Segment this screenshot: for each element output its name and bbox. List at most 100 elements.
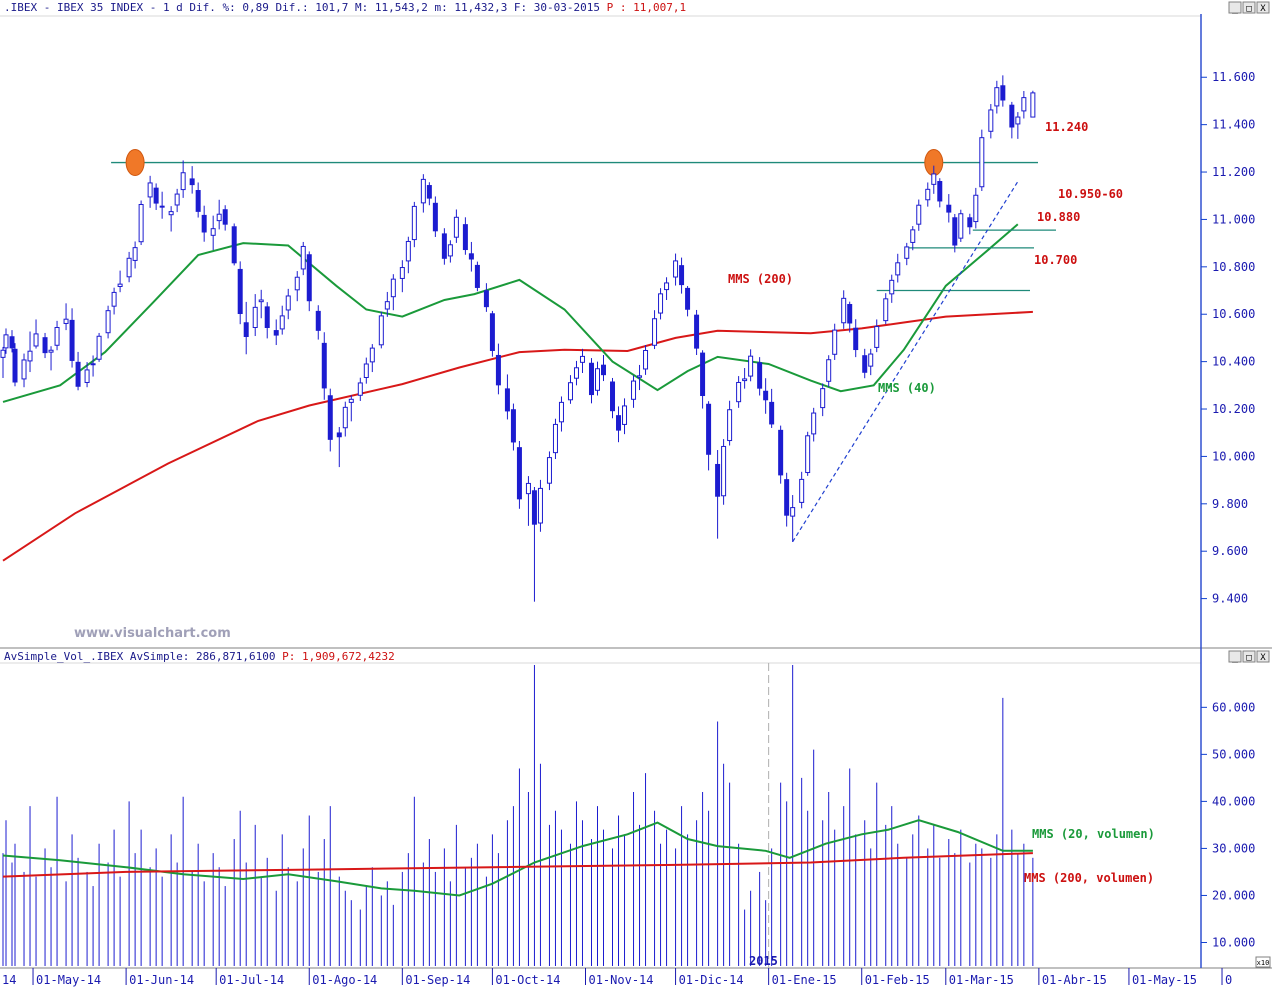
candle-body [243, 322, 249, 338]
candle-body [685, 287, 691, 310]
price-candle [174, 188, 180, 213]
price-axis-label: 10.800 [1212, 260, 1255, 274]
close-button[interactable]: X [1256, 1, 1270, 14]
candle-body [736, 381, 742, 403]
price-candle [252, 294, 258, 337]
candle-body [721, 445, 727, 497]
candle-body [658, 293, 664, 314]
close-button-volume[interactable]: X [1256, 650, 1270, 663]
candle-body [159, 205, 165, 208]
candle-body [252, 306, 258, 328]
price-window-controls: _ □ X [1228, 1, 1270, 14]
candle-body [48, 349, 54, 353]
candle-body [9, 336, 15, 349]
candle-body [706, 403, 712, 455]
candle-body [973, 194, 979, 223]
price-candle [504, 374, 510, 420]
label-mms20-volume: MMS (20, volumen) [1032, 827, 1155, 841]
minimize-button-volume[interactable]: _ [1228, 650, 1242, 663]
price-candle [958, 209, 964, 242]
date-axis: 14 01-May-14 01-Jun-14 01-Jul-14 01-Ago-14 01… [2, 663, 1232, 987]
candle-body [567, 382, 573, 401]
date-axis-label: 01-Abr-15 [1042, 973, 1107, 987]
price-candle [967, 213, 973, 235]
price-candle [552, 418, 558, 460]
candle-body [111, 291, 117, 307]
candle-body [315, 310, 321, 331]
price-candle [117, 270, 123, 293]
volume-window-controls: _ □ X [1228, 650, 1270, 663]
price-candle [195, 182, 201, 218]
scale-badge: x10 [1257, 959, 1270, 967]
price-candle [342, 401, 348, 437]
minimize-button[interactable]: _ [1228, 1, 1242, 14]
maximize-button-volume[interactable]: □ [1242, 650, 1256, 663]
candle-body [201, 214, 207, 233]
candle-body [715, 463, 721, 497]
candle-body [174, 193, 180, 206]
candle-body [694, 314, 700, 349]
candle-body [153, 187, 159, 204]
date-axis-label: 0 [1225, 973, 1232, 987]
candle-body [117, 283, 123, 287]
date-axis-label: 01-Mar-15 [949, 973, 1014, 987]
candle-body [748, 355, 754, 377]
candle-body [594, 368, 600, 391]
candle-body [441, 233, 447, 259]
price-candle [925, 182, 931, 207]
candle-body [273, 330, 279, 336]
price-candle [105, 305, 111, 339]
candle-body [12, 348, 18, 383]
candle-body [622, 405, 628, 425]
candle-body [474, 264, 480, 288]
close-icon: X [1260, 653, 1266, 663]
candle-body [348, 398, 354, 403]
price-axis-label: 9.400 [1212, 592, 1248, 606]
candle-body [988, 109, 994, 132]
candle-body [805, 435, 811, 474]
price-candle [483, 283, 489, 312]
price-candle [588, 358, 594, 404]
price-candle [853, 319, 859, 358]
candle-body [54, 326, 60, 346]
maximize-button[interactable]: □ [1242, 1, 1256, 14]
price-candle [210, 215, 216, 251]
candle-body [306, 254, 312, 302]
price-candle [622, 398, 628, 435]
price-candle [721, 439, 727, 505]
price-candle [664, 277, 670, 301]
date-axis-label: 01-Nov-14 [588, 973, 653, 987]
candle-body [862, 355, 868, 373]
candle-body [210, 228, 216, 236]
price-candle [159, 191, 165, 219]
candle-body [216, 213, 222, 222]
price-candle [643, 345, 649, 375]
candle-body [258, 299, 264, 303]
price-candle [132, 241, 138, 269]
candle-body [679, 265, 685, 286]
label-mms200-volume: MMS (200, volumen) [1024, 871, 1154, 885]
candle-body [868, 353, 874, 367]
price-candle [369, 344, 375, 373]
price-axis: 11.600 11.400 11.200 11.000 10.800 10.600 10.4… [1201, 70, 1255, 606]
price-candle [222, 205, 228, 231]
candle-body [610, 381, 616, 412]
price-candle [916, 199, 922, 231]
price-candle [348, 395, 354, 422]
candle-body [0, 349, 6, 358]
price-candle [231, 223, 237, 266]
candle-body [462, 224, 468, 251]
price-axis-label: 9.800 [1212, 497, 1248, 511]
candle-body [69, 319, 75, 361]
volume-axis-label: 30.000 [1212, 841, 1255, 855]
price-candle [294, 271, 300, 302]
price-candle [33, 319, 39, 349]
candle-body [883, 298, 889, 322]
price-candle [147, 175, 153, 208]
price-candle [384, 291, 390, 317]
candle-body [588, 362, 594, 396]
label-level-10950: 10.950-60 [1058, 187, 1123, 201]
price-candle [748, 349, 754, 382]
candle-body [390, 278, 396, 298]
candle-body [285, 295, 291, 311]
